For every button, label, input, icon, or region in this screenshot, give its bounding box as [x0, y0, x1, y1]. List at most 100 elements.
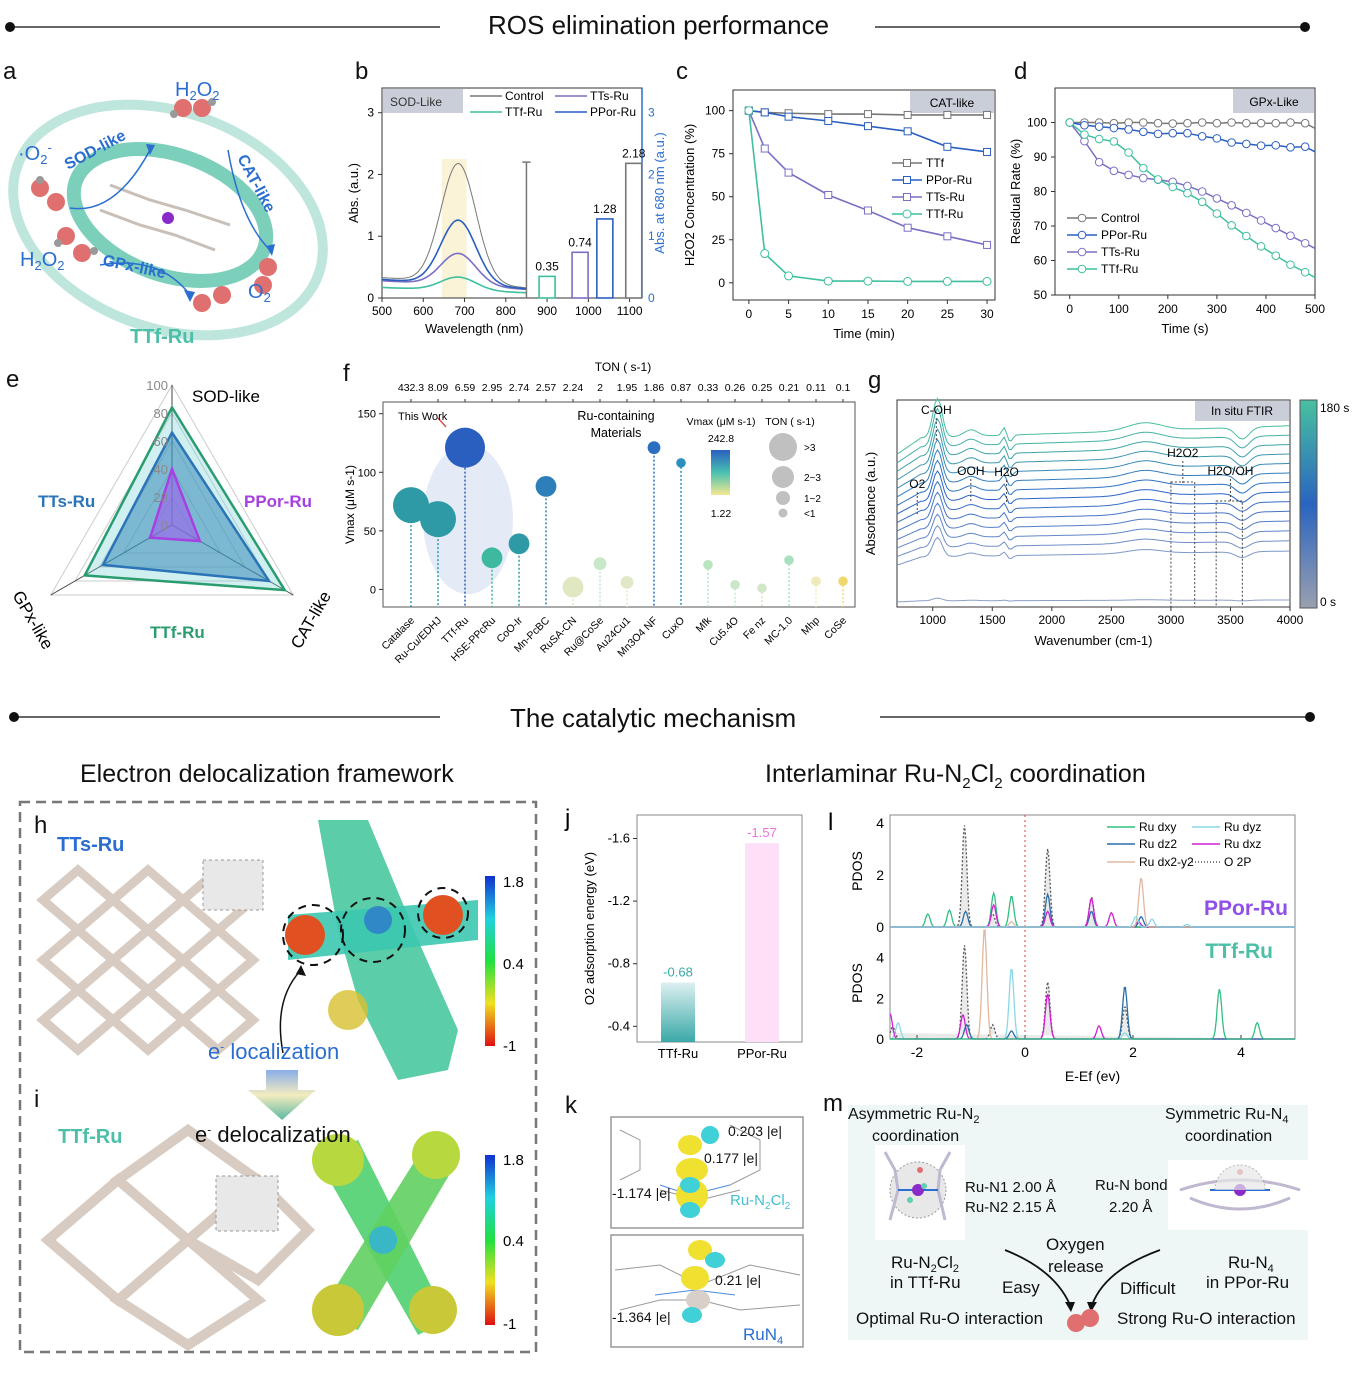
h2o2-top-molecule: [170, 98, 216, 118]
label-strong-interaction: Strong Ru-O interaction: [1117, 1309, 1296, 1328]
plot-frame: [381, 87, 643, 299]
spectrum-9: [896, 448, 1291, 498]
panel-letter-j: j: [564, 805, 570, 832]
legend-marker: [903, 193, 911, 201]
y-tick-label: 0: [718, 276, 725, 290]
y-axis-label: Residual Rate (%): [1008, 139, 1023, 245]
x-axis-label: Wavelength (nm): [425, 321, 524, 336]
data-point: [1197, 118, 1207, 127]
ttf-ru-esp-map: [312, 1131, 460, 1336]
x-tick-label: 3500: [1217, 613, 1244, 627]
y-right-tick-label: 1: [648, 229, 655, 243]
x-tick-label: 4: [1237, 1044, 1245, 1060]
y-tick-label: -0.8: [608, 956, 630, 971]
bar-label: 0.74: [568, 235, 592, 249]
data-point: [1242, 118, 1251, 128]
zoom-region-box-i: [215, 1175, 279, 1232]
data-point: [784, 271, 794, 281]
y-tick-label: 2: [367, 167, 374, 181]
h2o2-box: [1170, 481, 1196, 608]
data-point: [760, 144, 769, 153]
colorbar-title: Vmax (μM s-1): [686, 416, 755, 428]
ton-label: 2.74: [509, 382, 530, 394]
data-point: [1183, 118, 1192, 128]
peak-label-H2O: H2O: [994, 465, 1019, 479]
data-point: [824, 191, 833, 199]
y-tick-label: 2: [876, 990, 884, 1006]
bond-ru-n2: Ru-N2 2.15 Å: [965, 1199, 1056, 1216]
size-legend-bubble: [772, 466, 794, 488]
ton-label: 1.86: [644, 382, 665, 394]
panel-letter-c: c: [676, 58, 688, 85]
chart-c-cat: CAT-like 0 25 50 75 100 0 5 10 15 20 25 30 Time (min)…: [682, 89, 996, 341]
x-axis-label: E-Ef (ev): [1065, 1068, 1120, 1084]
dashed-frame: [18, 800, 538, 1354]
spectrum-1: [896, 536, 1291, 566]
plot-frame: [732, 89, 996, 301]
y-tick-label: 3: [367, 106, 374, 120]
data-point: [903, 276, 913, 286]
data-point: [863, 206, 872, 215]
y-tick-label: 80: [1034, 185, 1048, 199]
axis-label-sod: SOD-like: [192, 387, 260, 406]
colorbar-max: 180 s: [1320, 401, 1349, 415]
h2o2-left-molecule: [54, 227, 98, 262]
x-tick-label: 900: [537, 304, 557, 318]
size-legend-label: <1: [804, 509, 816, 520]
tts-ru-esp-map: [282, 820, 478, 1080]
bar-PPor-Ru: [745, 843, 779, 1042]
label-o2-radical: ·O2-: [18, 140, 52, 167]
bar-1.28: [596, 218, 614, 299]
time-colorbar: [1299, 399, 1318, 609]
data-point: [1197, 132, 1207, 141]
label-oxygen: Oxygen: [1046, 1235, 1105, 1254]
chart-g-ftir: In situ FTIR 1000 1500 2000 2500 3000 3500 4000…: [863, 397, 1349, 648]
x-tick-label: 0: [1021, 1044, 1029, 1060]
panel-label-ttf-ru: TTf-Ru: [1205, 940, 1273, 963]
x-tick-label: 600: [413, 304, 433, 318]
data-point: [1300, 238, 1310, 248]
label-h2o2-top: H2O2: [175, 79, 219, 103]
data-point: [824, 116, 833, 125]
axis-label-gpx: GPx-like: [9, 588, 58, 653]
data-point: [760, 249, 770, 259]
bar-label: 1.28: [593, 202, 617, 216]
difficult-arrow: [1091, 1249, 1161, 1306]
top-axis-label: TON ( s-1): [595, 360, 651, 374]
x-tick-label: 30: [980, 307, 994, 321]
axis-label-cat: CAT-like: [287, 588, 335, 652]
gpx-arrow: [99, 262, 191, 296]
x-tick-label: 1000: [919, 613, 946, 627]
legend-label: Ru dx2-y2: [1139, 855, 1194, 869]
colorbar: [711, 450, 730, 495]
title-coordination-right: coordination: [1185, 1128, 1272, 1145]
inner-ring: [66, 142, 274, 288]
cat-arrowhead: [266, 244, 275, 256]
y-tick-label: 2: [876, 867, 884, 883]
spectrum-8: [896, 459, 1291, 506]
label-easy: Easy: [1002, 1278, 1040, 1297]
data-point: [1300, 142, 1310, 151]
data-point: [1227, 201, 1236, 210]
x-tick-label: 800: [496, 304, 516, 318]
bubble-Ru@CoSe: [593, 557, 607, 571]
title-box: [910, 91, 994, 113]
ru-n4-structure: [1168, 1160, 1308, 1230]
x-tick-label: 300: [1207, 302, 1227, 316]
label-e-delocalization: e- delocalization: [195, 1122, 351, 1147]
y-tick-label: -1.6: [608, 830, 630, 845]
spectrum-5: [896, 491, 1290, 532]
data-point: [1286, 118, 1295, 127]
annotation-this-work: This Work: [398, 411, 448, 423]
category-label: CuxO: [660, 615, 687, 642]
y-tick-label: 50: [1034, 288, 1048, 302]
data-point: [1197, 187, 1207, 196]
size-legend-label: 1~2: [804, 494, 821, 505]
data-point: [823, 276, 833, 286]
chart-d-gpx: GPx-Like 50 60 70 80 90 100 0 100 200 300 400 500 Tim…: [1008, 87, 1325, 336]
label-gpx-like: GPx-like: [101, 252, 167, 282]
panel-letter-a: a: [3, 58, 17, 85]
charge-value-021: 0.21 |e|: [715, 1272, 761, 1288]
y-tick-label: -1.2: [608, 893, 630, 908]
x-tick-label: 200: [1158, 302, 1178, 316]
